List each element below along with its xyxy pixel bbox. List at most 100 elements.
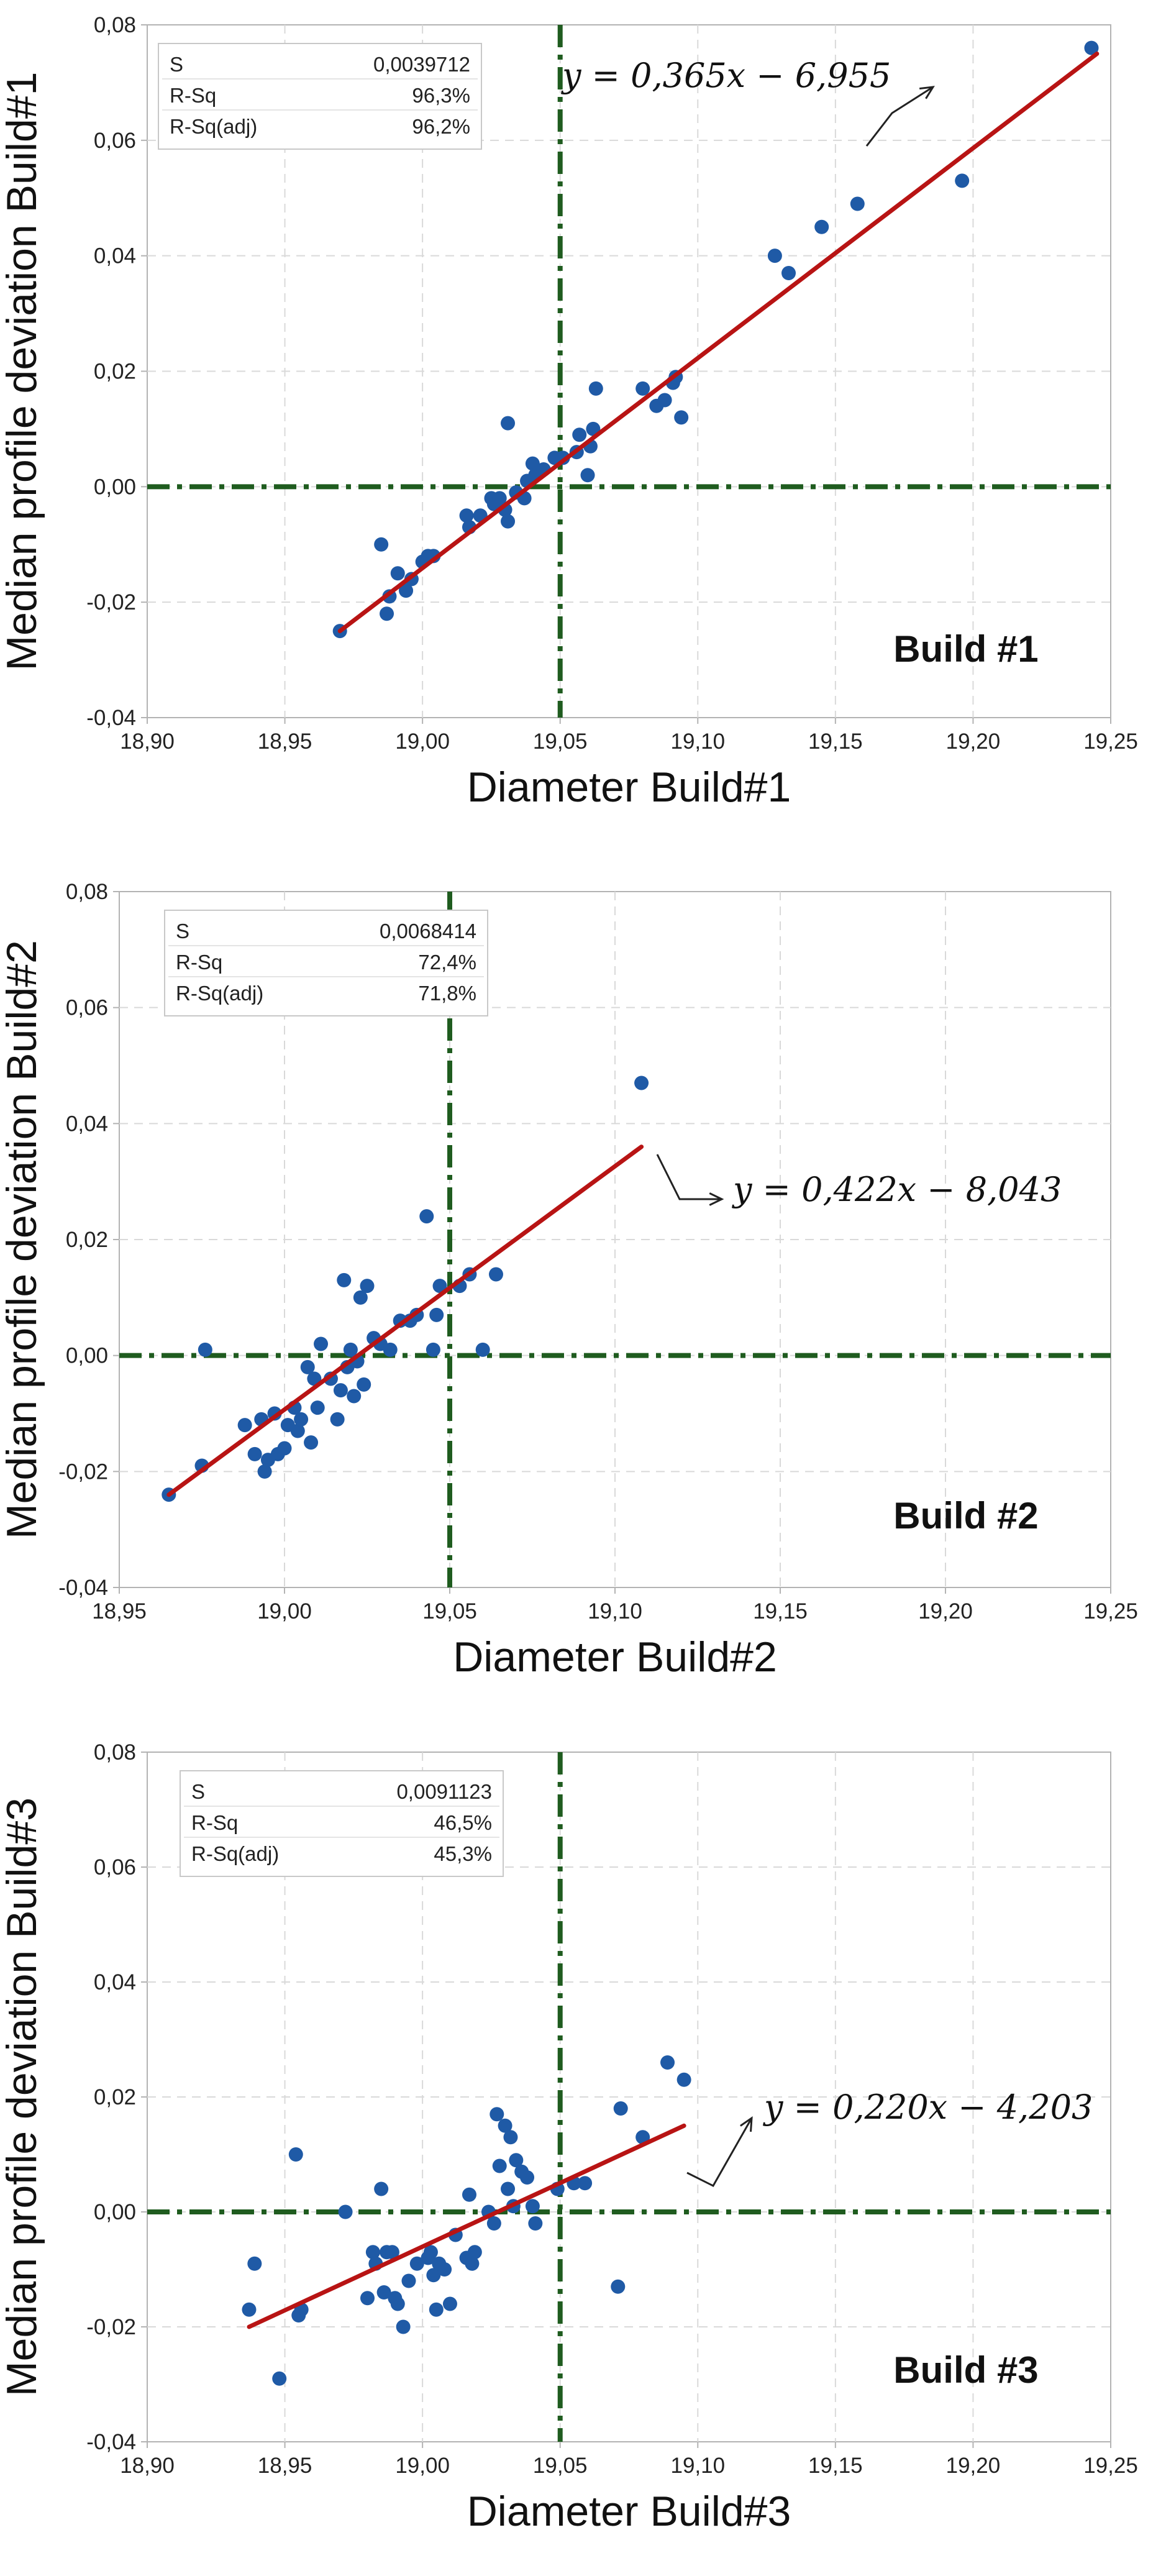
- stats-box: S 0,0068414 R-Sq 72,4% R-Sq(adj) 71,8%: [164, 910, 488, 1016]
- y-axis-label: Median profile deviation Build#3: [0, 1797, 45, 2396]
- data-point: [492, 2158, 507, 2173]
- data-point: [247, 2256, 262, 2271]
- data-point: [409, 2256, 424, 2271]
- regression-equation: y = 0,422x − 8,043: [732, 1170, 1062, 1209]
- chart-1: 18,90 18,95 19,00 19,05 19,10 19,15 19,20 19,25…: [0, 13, 1138, 811]
- x-tick-label: 19,05: [422, 1599, 477, 1624]
- chart-3: 18,90 18,95 19,00 19,05 19,10 19,15 19,20 19,25…: [0, 1740, 1138, 2535]
- stats-label: R-Sq(adj): [176, 982, 263, 1005]
- y-tick-label: -0,02: [86, 590, 136, 614]
- data-point: [467, 2245, 482, 2260]
- data-point: [429, 1307, 444, 1322]
- data-point: [383, 1342, 398, 1357]
- data-point: [611, 2279, 626, 2294]
- data-point: [432, 1279, 447, 1294]
- data-point: [390, 566, 405, 581]
- data-point: [442, 2296, 457, 2311]
- data-point: [588, 381, 603, 396]
- chart-title: Build #3: [893, 2349, 1038, 2391]
- x-tick-label: 19,10: [588, 1599, 642, 1624]
- y-tick-label: 0,06: [66, 996, 108, 1020]
- x-tick-label: 18,95: [92, 1599, 147, 1624]
- stats-box-frame: [180, 1770, 504, 1877]
- stats-label: S: [191, 1780, 205, 1803]
- stats-label: S: [170, 53, 183, 76]
- data-point: [814, 219, 829, 234]
- stats-value: 0,0039712: [373, 53, 470, 76]
- data-point: [390, 2296, 405, 2311]
- y-tick-label: 0,02: [94, 2085, 136, 2109]
- data-point: [459, 508, 474, 523]
- data-point: [353, 1290, 368, 1305]
- x-tick-label: 19,25: [1083, 2454, 1138, 2478]
- data-point: [277, 1441, 292, 1456]
- data-point: [503, 2130, 518, 2145]
- data-point: [357, 1377, 371, 1392]
- data-point: [272, 2371, 287, 2386]
- data-point: [257, 1464, 272, 1479]
- stats-value: 96,3%: [412, 84, 470, 107]
- data-point: [401, 2273, 416, 2288]
- data-point: [635, 381, 650, 396]
- fit-line: [337, 52, 1100, 634]
- stats-value: 46,5%: [434, 1811, 492, 1834]
- equation-arrowhead: [709, 1192, 724, 1206]
- data-point: [492, 491, 507, 506]
- x-axis-label: Diameter Build#1: [467, 764, 791, 811]
- x-tick-label: 18,90: [120, 2454, 175, 2478]
- x-tick-label: 18,90: [120, 729, 175, 754]
- data-point: [578, 2176, 593, 2191]
- data-point: [314, 1336, 329, 1351]
- stats-box: S 0,0091123 R-Sq 46,5% R-Sq(adj) 45,3%: [180, 1770, 504, 1877]
- data-point: [294, 1412, 309, 1427]
- x-tick-label: 19,25: [1083, 1599, 1138, 1624]
- stats-box-frame: [158, 43, 482, 150]
- data-point: [501, 2181, 516, 2196]
- y-tick-label: 0,06: [94, 1855, 136, 1879]
- data-point: [360, 2291, 375, 2306]
- x-tick-label: 19,00: [257, 1599, 312, 1624]
- stats-label: R-Sq(adj): [170, 115, 257, 138]
- data-point: [330, 1412, 345, 1427]
- x-tick-label: 19,15: [753, 1599, 808, 1624]
- y-tick-label: 0,00: [66, 1344, 108, 1368]
- data-point: [437, 2262, 452, 2277]
- y-tick-label: 0,08: [94, 1740, 136, 1765]
- data-point: [572, 427, 587, 442]
- stats-label: R-Sq: [191, 1811, 238, 1834]
- data-point: [429, 2302, 444, 2317]
- stats-value: 72,4%: [418, 951, 476, 974]
- data-point: [767, 249, 782, 263]
- x-tick-label: 19,10: [670, 729, 725, 754]
- data-point: [307, 1371, 322, 1386]
- x-tick-label: 19,10: [670, 2454, 725, 2478]
- data-point: [385, 2245, 399, 2260]
- y-tick-label: -0,04: [86, 2430, 136, 2454]
- equation-arrowhead: [919, 86, 935, 99]
- y-tick-label: 0,02: [66, 1228, 108, 1252]
- fit-line: [166, 1144, 644, 1497]
- y-tick-label: 0,00: [94, 2200, 136, 2224]
- data-point: [525, 456, 540, 471]
- stats-value: 45,3%: [434, 1842, 492, 1865]
- equation-pointer: [656, 1154, 722, 1200]
- x-tick-label: 19,05: [533, 729, 588, 754]
- data-point: [501, 514, 516, 529]
- data-point: [376, 2285, 391, 2300]
- data-point: [365, 2245, 380, 2260]
- data-point: [660, 2055, 675, 2070]
- data-point: [426, 2268, 441, 2283]
- x-tick-label: 19,00: [395, 2454, 450, 2478]
- data-point: [426, 1342, 440, 1357]
- data-point: [300, 1359, 315, 1374]
- data-point: [657, 393, 672, 408]
- x-tick-label: 18,95: [258, 729, 312, 754]
- data-point: [634, 1076, 649, 1090]
- fit-line: [247, 2123, 686, 2329]
- x-tick-label: 19,20: [918, 1599, 973, 1624]
- y-tick-label: -0,02: [58, 1459, 108, 1484]
- equation-pointer: [865, 86, 934, 147]
- x-tick-label: 18,95: [258, 2454, 312, 2478]
